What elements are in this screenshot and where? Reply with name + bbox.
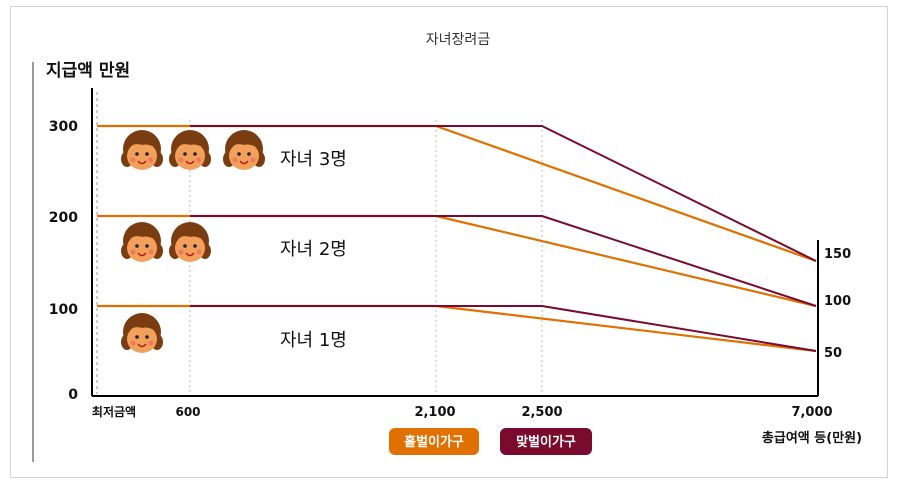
y-axis-title: 지급액 만원 (46, 61, 130, 81)
x-axis-title: 총급여액 등(만원) (762, 430, 862, 446)
legend-label-single-income: 홑벌이가구 (404, 434, 464, 450)
series-line-single-1 (97, 304, 817, 353)
right-tick-100: 100 (824, 294, 851, 309)
series-line-dual-3 (190, 125, 817, 262)
legend-label-dual-income: 맞벌이가구 (516, 434, 576, 450)
series-layer (97, 124, 817, 353)
x-tick-2500: 2,500 (521, 405, 562, 420)
y-tick-0: 0 (68, 387, 78, 403)
right-tick-50: 50 (824, 346, 842, 361)
y-tick-200: 200 (49, 210, 78, 226)
right-tick-150: 150 (824, 247, 851, 262)
children-icons (121, 130, 265, 353)
child-face-icon (169, 222, 211, 262)
y-tick-300: 300 (49, 119, 78, 135)
x-tick-2100: 2,100 (414, 405, 455, 420)
chart-title: 자녀장려금 (426, 32, 491, 48)
annotation-children-1: 자녀 1명 (280, 330, 347, 351)
annotation-children-2: 자녀 2명 (280, 239, 347, 260)
series-line-dual-2 (190, 215, 817, 307)
legend: 홑벌이가구 맞벌이가구 (389, 428, 592, 455)
legend-swatch-dual-income (500, 428, 592, 455)
child-face-icon (121, 222, 163, 262)
child-face-icon (223, 130, 265, 170)
x-tick-min: 최저금액 (92, 404, 136, 419)
child-face-icon (121, 130, 163, 170)
annotation-children-3: 자녀 3명 (280, 149, 347, 170)
series-line-dual-1 (190, 305, 817, 352)
legend-swatch-single-income (389, 428, 479, 455)
child-face-icon (169, 130, 211, 170)
y-tick-100: 100 (49, 302, 78, 318)
x-tick-7000: 7,000 (791, 405, 832, 420)
child-face-icon (121, 313, 163, 353)
x-tick-600: 600 (175, 405, 200, 419)
